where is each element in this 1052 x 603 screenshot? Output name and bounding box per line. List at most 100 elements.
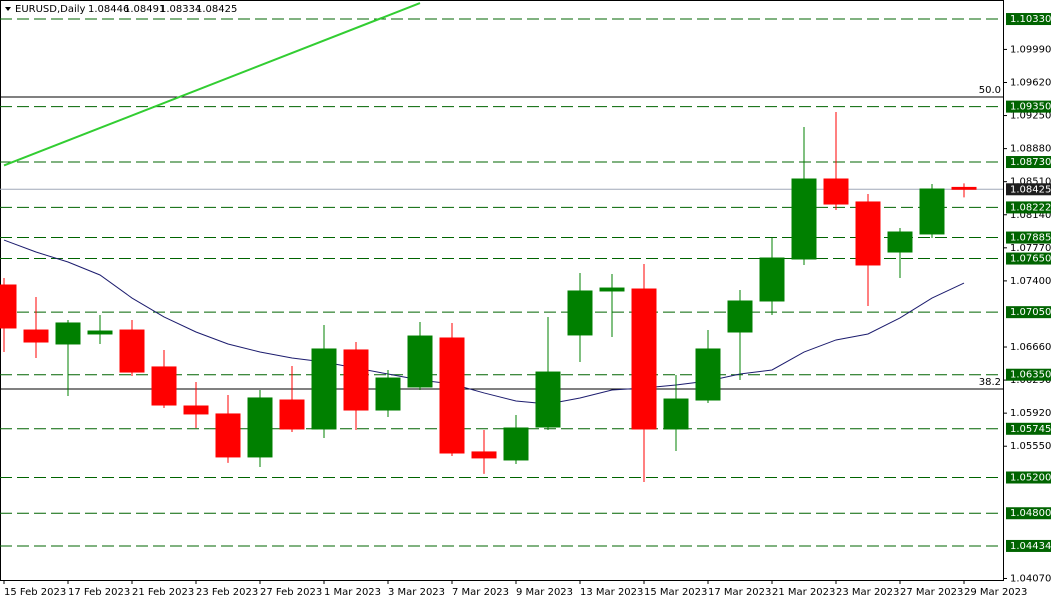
x-tick-label: 7 Mar 2023 — [452, 587, 509, 598]
candle-body — [407, 335, 433, 388]
x-tick-label: 17 Mar 2023 — [708, 587, 771, 598]
candle-body — [567, 290, 593, 336]
y-tick-label: 1.07400 — [1010, 276, 1051, 287]
candle-body — [599, 287, 625, 292]
level-label: 1.10330 — [1010, 14, 1051, 25]
candle-body — [663, 398, 689, 430]
current-price-label: 1.08425 — [1010, 184, 1051, 195]
high-value: 1.08491 — [124, 4, 165, 15]
candle-body — [247, 397, 273, 458]
y-tick-label: 1.08140 — [1010, 210, 1051, 221]
level-tag — [1006, 539, 1051, 552]
level-tag — [1006, 306, 1051, 319]
candle-body — [55, 322, 81, 345]
candle-body — [919, 188, 945, 235]
candle-body — [823, 178, 849, 205]
candle-body — [183, 405, 209, 415]
y-tick-label: 1.05920 — [1010, 408, 1051, 419]
y-tick-label: 1.09990 — [1010, 44, 1051, 55]
candle-body — [279, 399, 305, 430]
candle-body — [695, 348, 721, 401]
close-value: 1.08425 — [196, 4, 237, 15]
fib-label: 50.0 — [979, 85, 1001, 96]
y-tick-label: 1.05550 — [1010, 441, 1051, 452]
x-tick-label: 29 Mar 2023 — [964, 587, 1027, 598]
candle-body — [375, 377, 401, 411]
level-label: 1.08222 — [1010, 202, 1051, 213]
candle-body — [439, 337, 465, 454]
x-tick-label: 27 Mar 2023 — [900, 587, 963, 598]
plot-frame — [0, 0, 1004, 581]
level-label: 1.06350 — [1010, 370, 1051, 381]
x-tick-label: 15 Feb 2023 — [4, 587, 66, 598]
level-tag — [1006, 422, 1051, 435]
level-label: 1.05745 — [1010, 424, 1051, 435]
level-label: 1.08730 — [1010, 157, 1051, 168]
candle-body — [887, 231, 913, 253]
current-price-tag — [1006, 183, 1051, 196]
level-tag — [1006, 368, 1051, 381]
x-tick-label: 3 Mar 2023 — [388, 587, 445, 598]
x-tick-label: 17 Feb 2023 — [68, 587, 130, 598]
candle-body — [151, 366, 177, 406]
level-tag — [1006, 471, 1051, 484]
low-value: 1.08334 — [160, 4, 201, 15]
level-label: 1.04434 — [1010, 541, 1051, 552]
level-tag — [1006, 507, 1051, 520]
level-tag — [1006, 13, 1051, 26]
level-label: 1.09350 — [1010, 102, 1051, 113]
y-tick-label: 1.09620 — [1010, 77, 1051, 88]
header: EURUSD,Daily 1.08446 1.08491 1.08334 1.0… — [5, 4, 237, 15]
candle-body — [727, 300, 753, 333]
candle-body — [23, 329, 49, 343]
x-tick-label: 27 Feb 2023 — [260, 587, 322, 598]
level-tag — [1006, 100, 1051, 113]
level-label: 1.07050 — [1010, 307, 1051, 318]
candle-body — [0, 284, 17, 329]
y-tick-label: 1.07770 — [1010, 243, 1051, 254]
candle-body — [855, 201, 881, 266]
level-label: 1.05200 — [1010, 472, 1051, 483]
plot-area: 50.0 38.2 — [0, 2, 1003, 547]
candle-body — [311, 348, 337, 430]
candle-body — [503, 427, 529, 461]
candle-body — [343, 349, 369, 411]
level-label: 1.07650 — [1010, 254, 1051, 265]
candle-body — [631, 288, 657, 430]
candle-body — [759, 257, 785, 302]
y-tick-label: 1.09250 — [1010, 111, 1051, 122]
level-tag — [1006, 252, 1051, 265]
open-value: 1.08446 — [88, 4, 129, 15]
x-tick-label: 21 Feb 2023 — [132, 587, 194, 598]
candle-body — [87, 330, 113, 335]
trendline — [3, 2, 421, 167]
level-label: 1.07885 — [1010, 233, 1051, 244]
x-tick-label: 15 Mar 2023 — [644, 587, 707, 598]
y-tick-label: 1.08880 — [1010, 144, 1051, 155]
level-tag — [1006, 201, 1051, 214]
x-tick-label: 21 Mar 2023 — [772, 587, 835, 598]
menu-arrow — [5, 7, 11, 11]
axes: 1.09990 1.09620 1.09250 1.08880 1.08510 1.081… — [3, 13, 1051, 598]
level-label: 1.04800 — [1010, 508, 1051, 519]
fib-label: 38.2 — [979, 377, 1001, 388]
candle-body — [215, 413, 241, 458]
x-tick-label: 23 Feb 2023 — [196, 587, 258, 598]
symbol: EURUSD,Daily — [15, 4, 86, 15]
y-tick-label: 1.06660 — [1010, 342, 1051, 353]
x-tick-label: 9 Mar 2023 — [516, 587, 573, 598]
moving-average — [3, 239, 965, 405]
candle-body — [471, 451, 497, 459]
candle-body — [535, 371, 561, 428]
level-tag — [1006, 156, 1051, 169]
x-tick-label: 13 Mar 2023 — [580, 587, 643, 598]
candle-body — [119, 329, 145, 373]
x-tick-label: 23 Mar 2023 — [836, 587, 899, 598]
candle-body — [951, 186, 977, 190]
y-tick-label: 1.04070 — [1010, 573, 1051, 584]
level-tag — [1006, 231, 1051, 244]
candle-body — [791, 178, 817, 260]
x-tick-label: 1 Mar 2023 — [324, 587, 381, 598]
y-tick-label: 1.08510 — [1010, 177, 1051, 188]
